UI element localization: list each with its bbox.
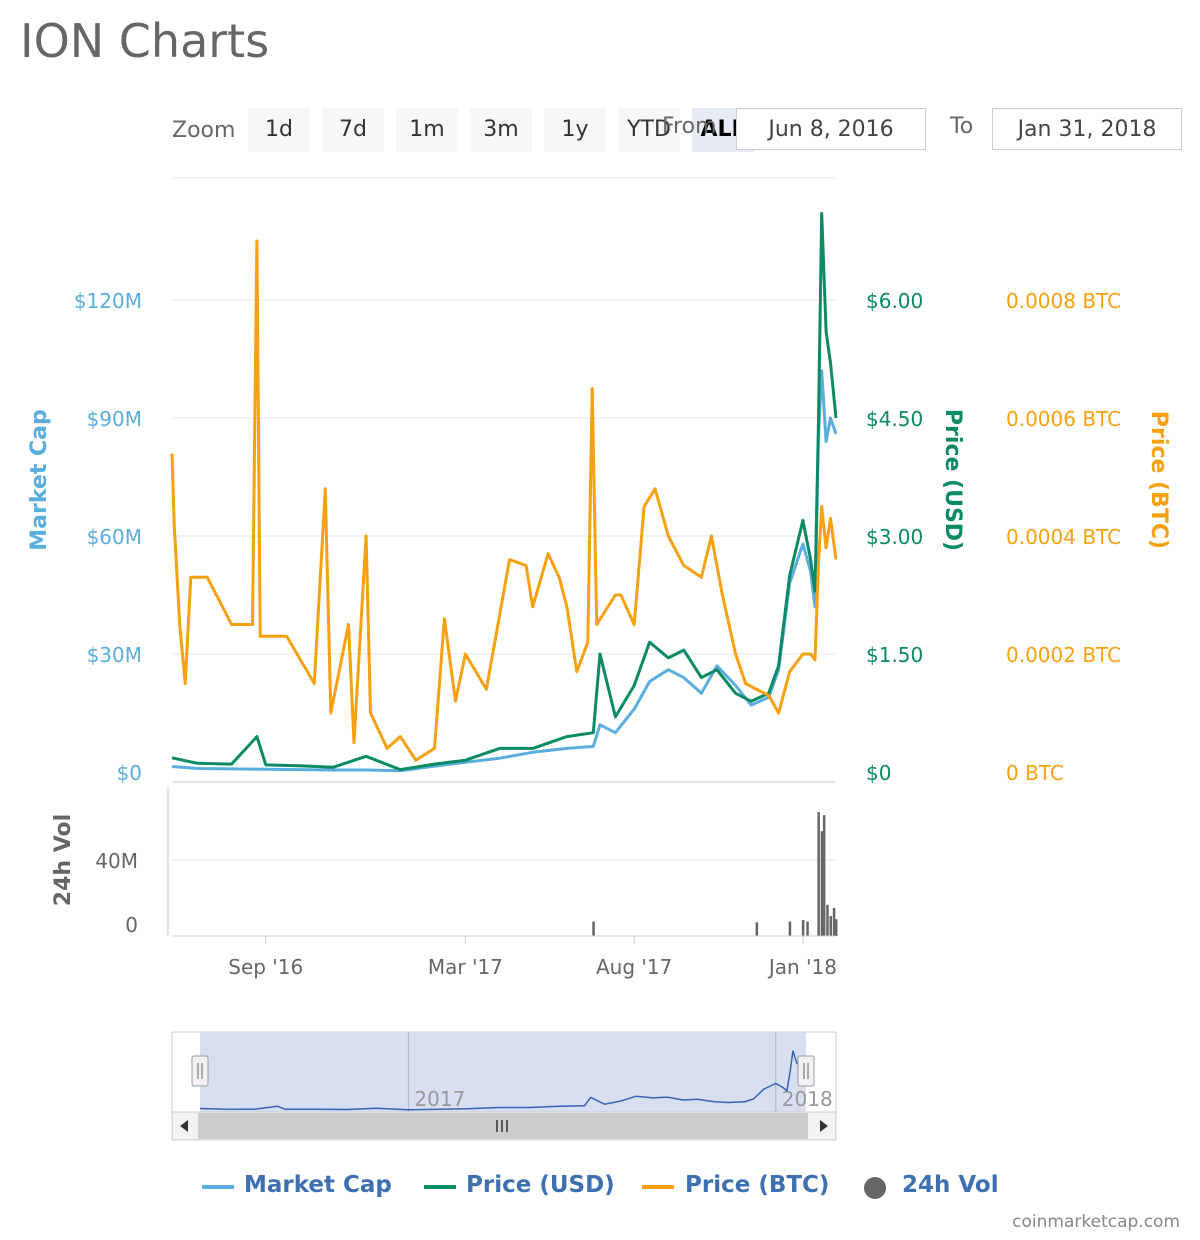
volume-bar [801, 920, 805, 936]
navigator-left-handle[interactable] [191, 1055, 209, 1087]
navigator-selection [200, 1032, 806, 1112]
market-cap-tick-label: $30M [87, 643, 142, 667]
price-btc-tick-label: 0.0008 BTC [1006, 289, 1121, 313]
market-cap-axis-title: Market Cap [27, 409, 52, 550]
volume-bar [755, 922, 759, 936]
market-cap-tick-label: $90M [87, 407, 142, 431]
legend-volume-dot [864, 1177, 886, 1199]
to-label: To [950, 114, 974, 139]
price-usd-tick-label: $6.00 [866, 289, 923, 313]
price-usd-tick-label: $0 [866, 761, 891, 785]
price-btc-tick-label: 0 BTC [1006, 761, 1064, 785]
x-tick-label: Aug '17 [596, 955, 672, 979]
zoom-1m-button[interactable]: 1m [396, 108, 458, 152]
price-usd-axis-title: Price (USD) [940, 409, 965, 551]
zoom-label: Zoom [172, 118, 236, 143]
price-usd-tick-label: $1.50 [866, 643, 923, 667]
x-tick-label: Jan '18 [767, 955, 837, 979]
volume-bar [829, 916, 832, 936]
series-line-price-btc [170, 239, 838, 762]
price-btc-tick-label: 0.0006 BTC [1006, 407, 1121, 431]
volume-bar [788, 921, 792, 936]
navigator-right-handle[interactable] [797, 1055, 815, 1087]
volume-axis-title: 24h Vol [51, 814, 76, 906]
zoom-1y-button[interactable]: 1y [544, 108, 606, 152]
series-line-price-usd [171, 212, 838, 772]
page-title: ION Charts [20, 14, 270, 68]
legend-price-btc[interactable]: Price (BTC) [685, 1172, 830, 1198]
navigator-tick-label: 2018 [782, 1087, 833, 1111]
scrollbar-thumb[interactable] [198, 1113, 808, 1139]
from-date-input[interactable] [736, 108, 926, 150]
zoom-3m-button[interactable]: 3m [470, 108, 532, 152]
zoom-ytd-button[interactable]: YTD [618, 108, 680, 152]
volume-bar [832, 908, 836, 936]
x-tick-label: Sep '16 [228, 955, 303, 979]
volume-tick-label: 0 [125, 913, 138, 937]
price-btc-tick-label: 0.0002 BTC [1006, 643, 1121, 667]
market-cap-tick-label: $0 [117, 761, 142, 785]
zoom-1d-button[interactable]: 1d [248, 108, 310, 152]
volume-bar [826, 904, 829, 936]
navigator-tick-label: 2017 [414, 1087, 465, 1111]
volume-bar [806, 921, 809, 936]
legend-volume[interactable]: 24h Vol [902, 1172, 999, 1198]
volume-bar [820, 831, 824, 936]
volume-bar [822, 815, 826, 936]
legend-market-cap[interactable]: Market Cap [244, 1172, 392, 1198]
legend-price-usd-swatch [424, 1185, 456, 1189]
x-tick-label: Mar '17 [428, 955, 503, 979]
navigator-series-line [199, 1050, 807, 1111]
from-label: From [662, 114, 717, 139]
price-usd-tick-label: $4.50 [866, 407, 923, 431]
legend-market-cap-swatch [202, 1185, 234, 1189]
legend-price-usd[interactable]: Price (USD) [466, 1172, 615, 1198]
credits[interactable]: coinmarketcap.com [1012, 1212, 1180, 1232]
market-cap-tick-label: $60M [87, 525, 142, 549]
series-line-market-cap [171, 369, 838, 773]
volume-bar [835, 919, 838, 936]
price-usd-tick-label: $3.00 [866, 525, 923, 549]
market-cap-tick-label: $120M [74, 289, 142, 313]
price-btc-tick-label: 0.0004 BTC [1006, 525, 1121, 549]
zoom-7d-button[interactable]: 7d [322, 108, 384, 152]
to-date-input[interactable] [992, 108, 1182, 150]
volume-bar [592, 921, 595, 936]
price-btc-axis-title: Price (BTC) [1146, 411, 1171, 549]
scroll-right-arrow-icon[interactable] [820, 1120, 828, 1132]
legend-price-btc-swatch [642, 1185, 674, 1189]
volume-bar [817, 812, 820, 936]
volume-tick-label: 40M [95, 849, 138, 873]
scroll-left-arrow-icon[interactable] [180, 1120, 188, 1132]
